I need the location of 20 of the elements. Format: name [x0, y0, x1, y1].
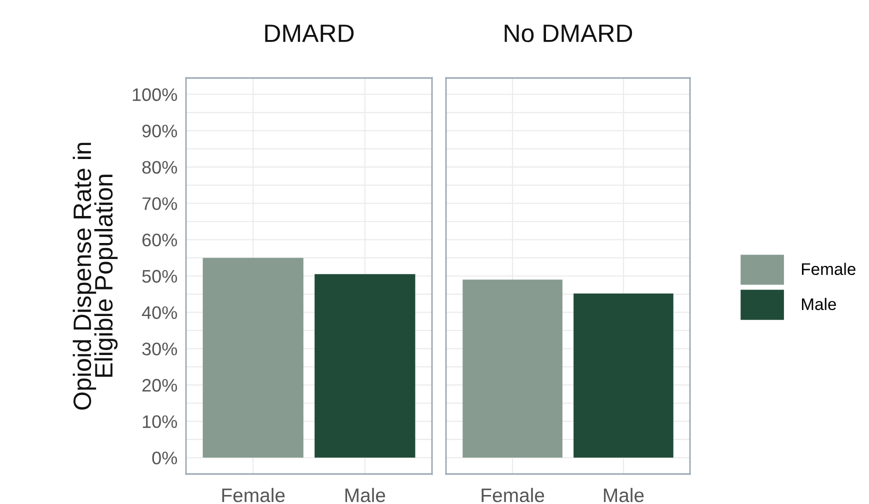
y-tick-label: 20% [142, 378, 178, 392]
y-tick-label: 70% [142, 197, 178, 210]
chart-title: No DMARD [504, 24, 632, 42]
y-tick-label: 80% [142, 160, 178, 174]
y-tick-label: 40% [142, 306, 178, 320]
x-tick-label: Male [604, 488, 644, 502]
legend-label: Female [802, 262, 856, 276]
x-tick-label: Male [345, 488, 386, 502]
legend-label: Male [802, 298, 836, 310]
x-tick-label: Female [482, 488, 544, 502]
y-tick-label: 50% [142, 270, 178, 283]
y-axis-title: Opioid Dispense Rate in Eligible Population [72, 142, 118, 410]
chart-title: DMARD [265, 24, 354, 42]
y-tick-label: 60% [142, 234, 178, 246]
x-tick-label: Female [222, 488, 285, 502]
y-tick-label: 100% [132, 88, 178, 102]
y-tick-label: 90% [142, 124, 178, 138]
y-tick-label: 0% [152, 452, 178, 464]
y-tick-label: 30% [142, 342, 178, 356]
y-tick-label: 10% [142, 415, 178, 428]
